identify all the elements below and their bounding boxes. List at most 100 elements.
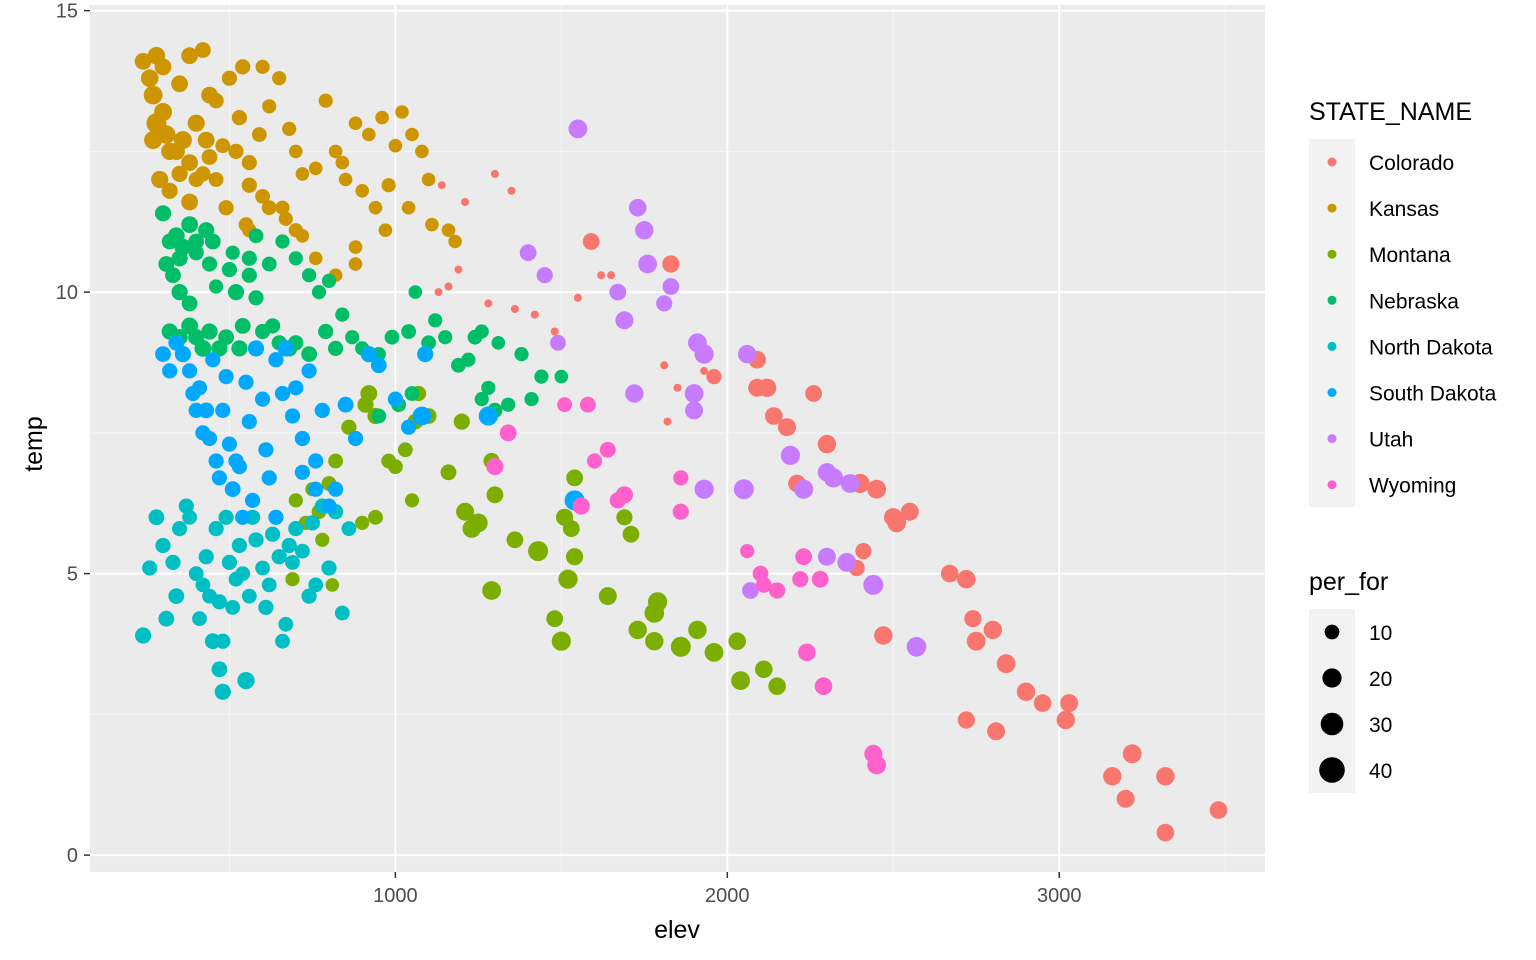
data-point-north-dakota bbox=[142, 560, 158, 576]
size-legend: per_for 10 20 30 40 bbox=[1309, 568, 1392, 793]
data-point-kansas bbox=[187, 114, 205, 132]
data-point-north-dakota bbox=[271, 549, 287, 565]
data-point-montana bbox=[328, 453, 343, 469]
data-point-wyoming bbox=[499, 424, 517, 442]
data-point-montana bbox=[288, 493, 303, 508]
data-point-north-dakota bbox=[295, 543, 310, 559]
data-point-nebraska bbox=[321, 273, 337, 288]
data-point-kansas bbox=[151, 170, 169, 189]
data-point-kansas bbox=[195, 166, 211, 182]
data-point-kansas bbox=[328, 144, 343, 159]
data-point-colorado bbox=[874, 626, 893, 645]
data-point-north-dakota bbox=[334, 605, 350, 621]
data-point-north-dakota bbox=[218, 509, 234, 525]
data-point-colorado bbox=[1103, 767, 1122, 786]
data-point-north-dakota bbox=[241, 588, 257, 604]
data-point-utah bbox=[550, 334, 566, 351]
data-point-north-dakota bbox=[178, 498, 194, 514]
data-point-colorado bbox=[1156, 823, 1175, 842]
data-point-colorado bbox=[867, 479, 887, 499]
size-legend-key-40 bbox=[1319, 757, 1345, 783]
data-point-kansas bbox=[171, 165, 188, 182]
data-point-kansas bbox=[181, 193, 199, 211]
data-point-north-dakota bbox=[135, 627, 152, 644]
data-point-kansas bbox=[241, 155, 257, 171]
data-point-south-dakota bbox=[198, 402, 215, 419]
data-point-nebraska bbox=[201, 256, 218, 272]
data-point-utah bbox=[863, 574, 884, 595]
data-point-kansas bbox=[218, 200, 234, 216]
data-point-kansas bbox=[272, 71, 287, 86]
data-point-colorado bbox=[900, 502, 919, 521]
data-point-nebraska bbox=[188, 245, 204, 261]
data-point-nebraska bbox=[241, 250, 257, 266]
data-point-south-dakota bbox=[401, 419, 417, 435]
size-legend-label-20: 20 bbox=[1369, 668, 1392, 691]
data-point-north-dakota bbox=[341, 521, 357, 536]
data-point-north-dakota bbox=[182, 509, 198, 525]
data-point-colorado bbox=[778, 418, 796, 437]
data-point-kansas bbox=[288, 223, 303, 238]
data-point-north-dakota bbox=[255, 560, 270, 576]
data-point-montana bbox=[315, 532, 330, 547]
data-point-colorado bbox=[940, 564, 959, 583]
data-point-montana bbox=[528, 541, 549, 562]
data-point-north-dakota bbox=[237, 672, 255, 690]
data-point-kansas bbox=[173, 131, 192, 150]
data-point-south-dakota bbox=[417, 346, 434, 363]
data-point-montana bbox=[325, 578, 340, 592]
data-point-south-dakota bbox=[387, 391, 403, 407]
data-point-utah bbox=[738, 344, 757, 364]
data-point-nebraska bbox=[171, 284, 188, 301]
data-point-kansas bbox=[255, 189, 270, 204]
data-point-kansas bbox=[275, 200, 290, 215]
data-point-kansas bbox=[140, 69, 159, 87]
data-point-nebraska bbox=[201, 323, 218, 340]
data-point-utah bbox=[794, 479, 814, 499]
data-point-utah bbox=[609, 283, 627, 301]
data-point-montana bbox=[731, 671, 750, 690]
y-tick-label: 10 bbox=[56, 282, 78, 304]
data-point-utah bbox=[694, 344, 714, 364]
legend-key-kansas bbox=[1327, 203, 1337, 213]
data-point-colorado bbox=[490, 169, 499, 178]
data-point-north-dakota bbox=[285, 555, 300, 570]
data-point-utah bbox=[656, 295, 673, 312]
data-point-kansas bbox=[415, 144, 429, 159]
data-point-north-dakota bbox=[172, 521, 188, 537]
data-point-kansas bbox=[448, 234, 462, 249]
data-point-kansas bbox=[251, 127, 267, 142]
data-point-north-dakota bbox=[195, 577, 211, 593]
data-point-nebraska bbox=[481, 380, 496, 395]
data-point-south-dakota bbox=[337, 396, 354, 413]
data-point-kansas bbox=[405, 127, 419, 142]
data-point-montana bbox=[453, 413, 470, 430]
data-point-nebraska bbox=[524, 392, 539, 407]
data-point-north-dakota bbox=[168, 588, 185, 604]
data-point-south-dakota bbox=[294, 464, 310, 480]
data-point-south-dakota bbox=[182, 363, 198, 379]
data-point-south-dakota bbox=[211, 470, 227, 486]
data-point-south-dakota bbox=[321, 498, 337, 514]
data-point-nebraska bbox=[221, 262, 237, 278]
data-point-colorado bbox=[444, 282, 453, 291]
data-point-montana bbox=[360, 385, 378, 402]
data-point-colorado bbox=[1116, 789, 1135, 808]
data-point-south-dakota bbox=[231, 459, 247, 475]
data-point-nebraska bbox=[302, 268, 317, 283]
data-point-kansas bbox=[388, 138, 403, 153]
data-point-kansas bbox=[308, 251, 323, 266]
data-point-south-dakota bbox=[308, 453, 324, 469]
data-point-montana bbox=[456, 502, 475, 521]
data-point-kansas bbox=[381, 178, 396, 193]
data-point-wyoming bbox=[755, 577, 772, 593]
data-point-south-dakota bbox=[314, 402, 330, 418]
data-point-north-dakota bbox=[215, 633, 231, 649]
data-point-montana bbox=[768, 677, 786, 695]
data-point-nebraska bbox=[275, 234, 290, 249]
data-point-kansas bbox=[318, 93, 333, 108]
legend-key-south-dakota bbox=[1327, 388, 1337, 397]
data-point-wyoming bbox=[599, 441, 616, 458]
data-points bbox=[134, 42, 1228, 842]
data-point-kansas bbox=[161, 182, 178, 199]
